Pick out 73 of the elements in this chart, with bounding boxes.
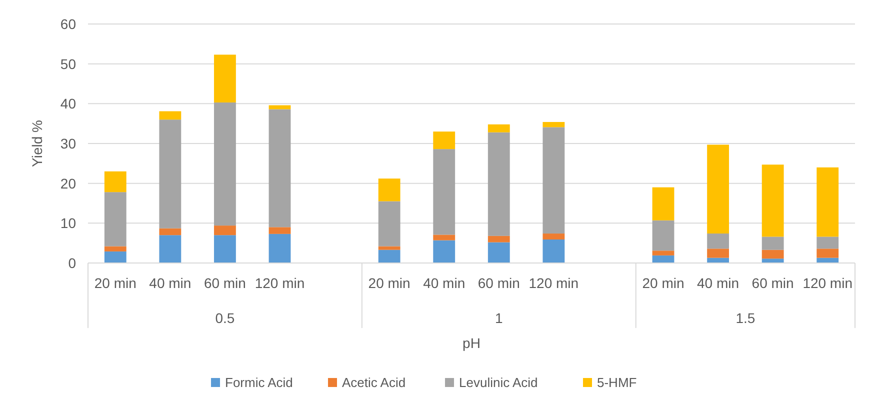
bar — [488, 236, 510, 242]
text: 1 — [494, 310, 503, 326]
bar — [268, 234, 291, 263]
bar — [488, 124, 510, 132]
bar — [159, 228, 182, 236]
bar — [159, 235, 182, 263]
bar — [104, 171, 126, 192]
x-tick-label: 40 min — [697, 275, 740, 291]
x-tick-label: 60 min — [478, 275, 520, 291]
y-tick-label: 0 — [68, 255, 76, 271]
bar — [378, 178, 400, 202]
x-tick-label: 40 min — [149, 275, 192, 291]
bar — [542, 127, 565, 234]
bar — [542, 122, 565, 128]
x-tick-label: 20 min — [642, 275, 684, 291]
bar — [707, 144, 729, 234]
bar — [378, 201, 400, 246]
bar — [762, 258, 784, 263]
bar — [542, 240, 565, 263]
bar — [433, 234, 456, 240]
bar — [488, 132, 510, 236]
bar — [762, 250, 784, 259]
bar — [762, 236, 784, 250]
bar — [762, 164, 784, 237]
x-tick-label: 120 min — [802, 275, 853, 291]
y-tick-label: 30 — [60, 136, 76, 152]
bar — [816, 167, 839, 237]
text: 0.5 — [215, 310, 235, 326]
bar — [707, 248, 729, 258]
x-tick-label: 20 min — [368, 275, 410, 291]
bar — [816, 236, 839, 249]
y-tick-label: 10 — [60, 215, 76, 232]
legend-label: Levulinic Acid — [459, 375, 538, 390]
bar — [816, 248, 839, 258]
bar — [104, 251, 126, 263]
x-tick-label: 120 min — [528, 275, 579, 291]
bar — [378, 250, 400, 263]
y-axis-title: Yield % — [29, 120, 45, 167]
bar — [268, 109, 291, 228]
bar — [378, 246, 400, 250]
y-tick-label: 40 — [60, 96, 76, 112]
bar — [433, 240, 456, 263]
bar — [104, 192, 126, 246]
text: 1.5 — [736, 310, 756, 326]
legend-label: Formic Acid — [225, 375, 293, 390]
bar — [652, 220, 674, 251]
y-tick-label: 20 — [60, 175, 76, 192]
bar — [707, 234, 729, 249]
bar — [542, 234, 565, 240]
x-tick-label: 120 min — [254, 275, 305, 291]
bar — [159, 120, 182, 228]
x-axis-title: pH — [462, 335, 480, 351]
x-tick-label: 20 min — [94, 275, 136, 291]
y-tick-label: 60 — [60, 16, 76, 32]
legend-label: 5-HMF — [597, 375, 637, 390]
x-tick-label: 60 min — [752, 275, 794, 291]
bar — [214, 102, 236, 226]
bar — [214, 235, 236, 263]
bar — [652, 255, 674, 263]
legend-label: Acetic Acid — [342, 375, 406, 390]
bar — [268, 227, 291, 234]
bar — [159, 111, 182, 120]
y-tick-label: 50 — [60, 56, 76, 72]
bar — [214, 54, 236, 102]
x-tick-label: 40 min — [423, 275, 466, 291]
bar — [433, 149, 456, 235]
bar — [214, 226, 236, 236]
bar — [652, 187, 674, 220]
x-tick-label: 60 min — [204, 275, 246, 291]
bar — [488, 242, 510, 263]
bar — [652, 250, 674, 256]
bar — [433, 132, 456, 150]
bar — [104, 246, 126, 252]
